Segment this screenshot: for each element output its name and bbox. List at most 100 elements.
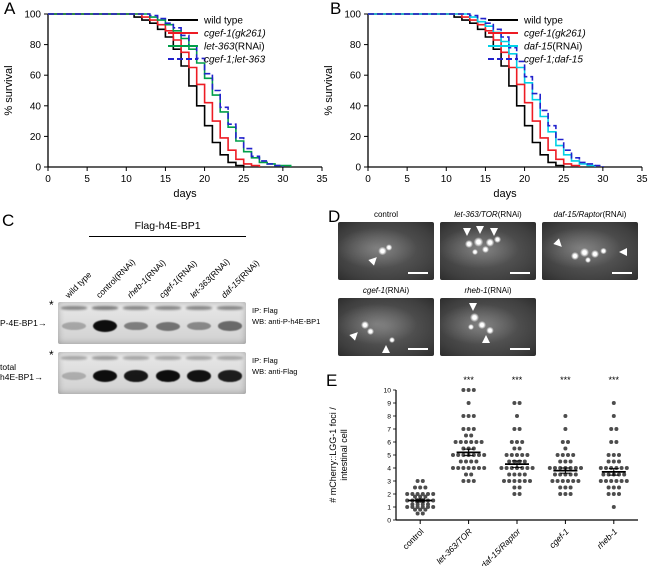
data-point <box>453 440 458 444</box>
data-point <box>512 459 517 464</box>
label-part: (RNAi) <box>236 257 262 283</box>
data-point <box>525 466 530 470</box>
y-tick-label: 4 <box>387 465 391 472</box>
survival-curve <box>368 13 604 167</box>
y-tick-label: 7 <box>387 426 391 433</box>
data-point <box>512 446 517 451</box>
nonspecific-band <box>154 306 181 310</box>
blot-row-label-text: P-4E-BP1 <box>0 318 38 328</box>
data-point <box>522 459 527 464</box>
nonspecific-band <box>123 356 150 360</box>
panel-b-survival: B 0 5 10 15 20 25 30 35 0 20 40 60 80 100 days % surviv… <box>320 0 650 205</box>
panel-c-western-blot: C Flag-h4E-BP1 wild type control(RNAi) rhe… <box>0 212 352 417</box>
data-point <box>479 440 484 444</box>
x-tick-label: 0 <box>365 174 371 185</box>
y-axis-label: % survival <box>3 65 15 115</box>
data-point <box>598 466 603 470</box>
data-point <box>611 459 616 464</box>
data-point <box>617 453 621 457</box>
data-point <box>431 492 436 496</box>
data-point <box>461 414 466 418</box>
panel-d-letter: D <box>328 207 341 226</box>
lgg1-focus <box>367 328 375 336</box>
data-point <box>420 492 425 496</box>
data-point <box>517 459 522 464</box>
micrograph-label: cgef-1(RNAi) <box>338 286 434 296</box>
data-point <box>461 453 466 457</box>
survival-chart-daf15: 0 5 10 15 20 25 30 35 0 20 40 60 80 100 days % survival… <box>323 10 648 201</box>
data-point <box>617 459 621 464</box>
band-arrow-icon: → <box>34 372 44 382</box>
blot-ip-wb-annotation-phospho: IP: Flag WB: anti-P-h4E-BP1 <box>252 306 320 327</box>
data-point <box>547 466 552 470</box>
data-point <box>509 466 514 470</box>
data-point <box>579 466 583 470</box>
scale-bar <box>408 271 428 274</box>
y-tick-label: 20 <box>30 132 42 143</box>
legend-label: cgef-1;daf-15 <box>524 55 583 66</box>
label-part: rheb-1 <box>595 526 620 551</box>
data-point <box>499 466 504 470</box>
lgg1-focus <box>473 236 484 247</box>
data-point <box>520 453 525 457</box>
data-point <box>426 502 430 507</box>
significance-stars: *** <box>560 375 571 385</box>
data-point <box>471 466 476 470</box>
data-point <box>461 446 466 451</box>
x-tick-label: 5 <box>84 174 90 185</box>
data-point <box>471 414 476 418</box>
band-arrow-icon: → <box>37 318 47 328</box>
protein-band <box>187 321 211 331</box>
protein-band <box>218 321 243 331</box>
protein-band <box>61 372 86 380</box>
data-point <box>413 494 417 499</box>
lgg1-focus <box>481 246 489 254</box>
scale-bar <box>408 347 428 350</box>
label-part: control <box>401 526 426 551</box>
significance-stars: *** <box>512 375 523 385</box>
legend-label: let-363(RNAi) <box>204 42 265 53</box>
data-point <box>466 466 471 470</box>
data-point <box>517 446 522 451</box>
legend-label: wild type <box>523 16 563 27</box>
data-point <box>471 446 476 451</box>
data-point <box>420 479 425 483</box>
data-point <box>469 472 474 477</box>
data-point <box>405 492 410 496</box>
lgg1-focus <box>600 247 607 255</box>
arrowhead-icon <box>367 254 380 266</box>
label-part: (RNAi) <box>142 257 168 283</box>
label-part: cgef-1(gk261) <box>524 29 586 40</box>
lgg1-focus <box>467 324 474 330</box>
data-point <box>423 507 428 512</box>
data-point <box>563 459 568 464</box>
legend-label: cgef-1;let-363 <box>204 55 266 66</box>
data-point <box>423 485 428 490</box>
label-part: let-363/TOR <box>454 210 498 219</box>
micrograph-image <box>542 222 638 280</box>
data-point <box>606 453 611 457</box>
nonspecific-band <box>60 306 87 310</box>
foci-dot-plot: 0 1 2 3 4 5 6 7 8 9 10# mCherry::LGG-1 foci / intes… <box>328 375 638 566</box>
lgg1-focus <box>579 247 589 257</box>
data-point <box>471 427 476 431</box>
data-point <box>558 466 563 470</box>
data-point <box>517 479 522 483</box>
data-point <box>609 479 614 483</box>
data-point <box>415 479 420 483</box>
wb-line: WB: anti-Flag <box>252 366 298 376</box>
data-point <box>477 453 481 457</box>
wb-line: WB: anti-P-h4E-BP1 <box>252 316 321 326</box>
data-point <box>614 440 619 444</box>
blot-construct-header: Flag-h4E-BP1 <box>134 220 201 232</box>
data-point <box>576 479 581 483</box>
data-point <box>515 414 519 418</box>
data-point <box>509 453 514 457</box>
scale-bar <box>510 347 530 350</box>
arrowhead-icon <box>476 226 485 235</box>
data-point <box>461 479 466 483</box>
lgg1-focus <box>570 251 579 260</box>
data-point <box>461 427 466 431</box>
ip-line: IP: Flag <box>252 306 278 315</box>
data-point <box>558 485 563 490</box>
